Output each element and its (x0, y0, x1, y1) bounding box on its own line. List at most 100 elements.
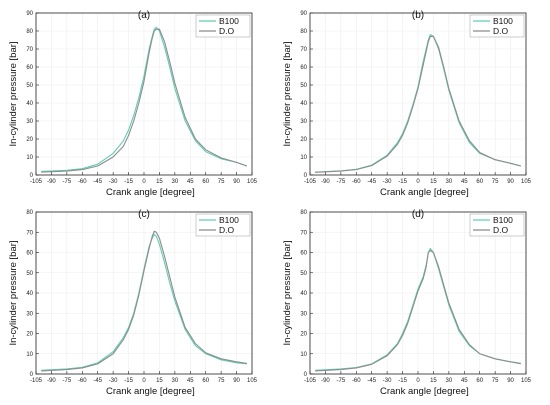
y-tick-label: 20 (300, 332, 307, 338)
legend-label: B100 (493, 215, 513, 225)
series-line-b100 (315, 34, 521, 173)
y-tick-label: 70 (300, 230, 307, 236)
x-tick-label: 45 (187, 179, 194, 185)
x-tick-label: -60 (78, 378, 87, 384)
y-tick-label: 80 (26, 210, 33, 216)
x-tick-label: 15 (430, 378, 437, 384)
x-tick-label: 0 (142, 179, 146, 185)
x-tick-label: 30 (446, 378, 453, 384)
y-axis-label: In-cylinder pressure [bar] (282, 41, 293, 146)
chart-panel-a: -105 -90 -75 -60 -45 -30 -15 0 15 30 45 60 75 90 10501… (8, 10, 258, 198)
y-tick-label: 40 (300, 101, 307, 107)
y-tick-label: 70 (26, 47, 33, 53)
y-tick-label: 40 (26, 291, 33, 297)
y-tick-label: 60 (26, 251, 33, 257)
x-axis-label: Crank angle [degree] (106, 386, 195, 397)
x-tick-label: -60 (78, 179, 87, 185)
y-axis-label: In-cylinder pressure [bar] (8, 41, 19, 146)
x-tick-label: -90 (47, 378, 56, 384)
x-tick-label: 90 (233, 179, 240, 185)
x-tick-label: -60 (352, 179, 361, 185)
x-tick-label: 105 (247, 179, 258, 185)
x-tick-label: 15 (430, 179, 437, 185)
x-tick-label: 75 (218, 378, 225, 384)
panel-title: (b) (412, 10, 424, 21)
y-tick-label: 80 (300, 29, 307, 35)
legend-label: B100 (493, 16, 513, 26)
y-tick-label: 10 (300, 352, 307, 358)
series-line-do (315, 249, 521, 372)
y-tick-label: 50 (26, 271, 33, 277)
x-tick-label: -30 (109, 378, 118, 384)
y-tick-label: 30 (26, 311, 33, 317)
y-tick-label: 30 (300, 311, 307, 317)
series-line-do (41, 28, 248, 173)
y-tick-label: 80 (300, 210, 307, 216)
y-axis-label: In-cylinder pressure [bar] (8, 240, 19, 345)
x-tick-label: -45 (367, 378, 376, 384)
y-axis-label: In-cylinder pressure [bar] (282, 240, 293, 345)
y-tick-label: 80 (26, 29, 33, 35)
y-tick-label: 10 (26, 155, 33, 161)
x-tick-label: -30 (109, 179, 118, 185)
x-tick-label: -45 (93, 378, 102, 384)
x-tick-label: 90 (233, 378, 240, 384)
series-line-b100 (41, 233, 247, 371)
x-tick-label: 0 (416, 378, 420, 384)
x-tick-label: 0 (142, 378, 146, 384)
x-tick-label: 45 (187, 378, 194, 384)
y-tick-label: 90 (300, 11, 307, 17)
y-tick-label: 30 (300, 119, 307, 125)
x-tick-label: 45 (461, 179, 468, 185)
y-tick-label: 20 (26, 332, 33, 338)
x-tick-label: -105 (304, 378, 317, 384)
y-tick-label: 10 (26, 352, 33, 358)
x-tick-label: -90 (47, 179, 56, 185)
x-tick-label: 60 (202, 179, 209, 185)
y-tick-label: 0 (30, 173, 34, 179)
x-axis-label: Crank angle [degree] (106, 187, 195, 198)
panel-title: (a) (138, 10, 150, 21)
x-tick-label: -30 (383, 179, 392, 185)
legend-label: D.O (493, 26, 509, 36)
x-tick-label: 75 (492, 179, 499, 185)
x-tick-label: 60 (476, 179, 483, 185)
legend-label: D.O (219, 26, 235, 36)
x-tick-label: 30 (172, 378, 179, 384)
x-tick-label: -30 (383, 378, 392, 384)
series-line-do (41, 230, 247, 372)
x-tick-label: -15 (124, 179, 133, 185)
y-tick-label: 30 (26, 119, 33, 125)
x-tick-label: -90 (321, 179, 330, 185)
x-axis-label: Crank angle [degree] (380, 187, 469, 198)
x-tick-label: 45 (461, 378, 468, 384)
y-tick-label: 90 (26, 11, 33, 17)
legend-label: D.O (493, 225, 509, 235)
y-tick-label: 70 (300, 47, 307, 53)
x-tick-label: -15 (398, 378, 407, 384)
x-tick-label: -15 (124, 378, 133, 384)
x-tick-label: -75 (63, 179, 72, 185)
y-tick-label: 40 (26, 101, 33, 107)
x-tick-label: -60 (352, 378, 361, 384)
x-tick-label: -90 (321, 378, 330, 384)
y-tick-label: 70 (26, 230, 33, 236)
y-tick-label: 50 (300, 83, 307, 89)
x-tick-label: 30 (446, 179, 453, 185)
y-tick-label: 0 (30, 372, 34, 378)
x-tick-label: 15 (156, 179, 163, 185)
y-tick-label: 60 (26, 65, 33, 71)
legend-label: B100 (219, 16, 239, 26)
x-tick-label: -45 (367, 179, 376, 185)
y-tick-label: 0 (304, 173, 308, 179)
legend-label: B100 (219, 215, 239, 225)
chart-panel-c: -105 -90 -75 -60 -45 -30 -15 0 15 30 45 60 75 90 10501… (8, 209, 258, 397)
y-tick-label: 50 (300, 271, 307, 277)
y-tick-label: 40 (300, 291, 307, 297)
x-tick-label: 30 (172, 179, 179, 185)
x-tick-label: -45 (93, 179, 102, 185)
y-tick-label: 20 (26, 137, 33, 143)
